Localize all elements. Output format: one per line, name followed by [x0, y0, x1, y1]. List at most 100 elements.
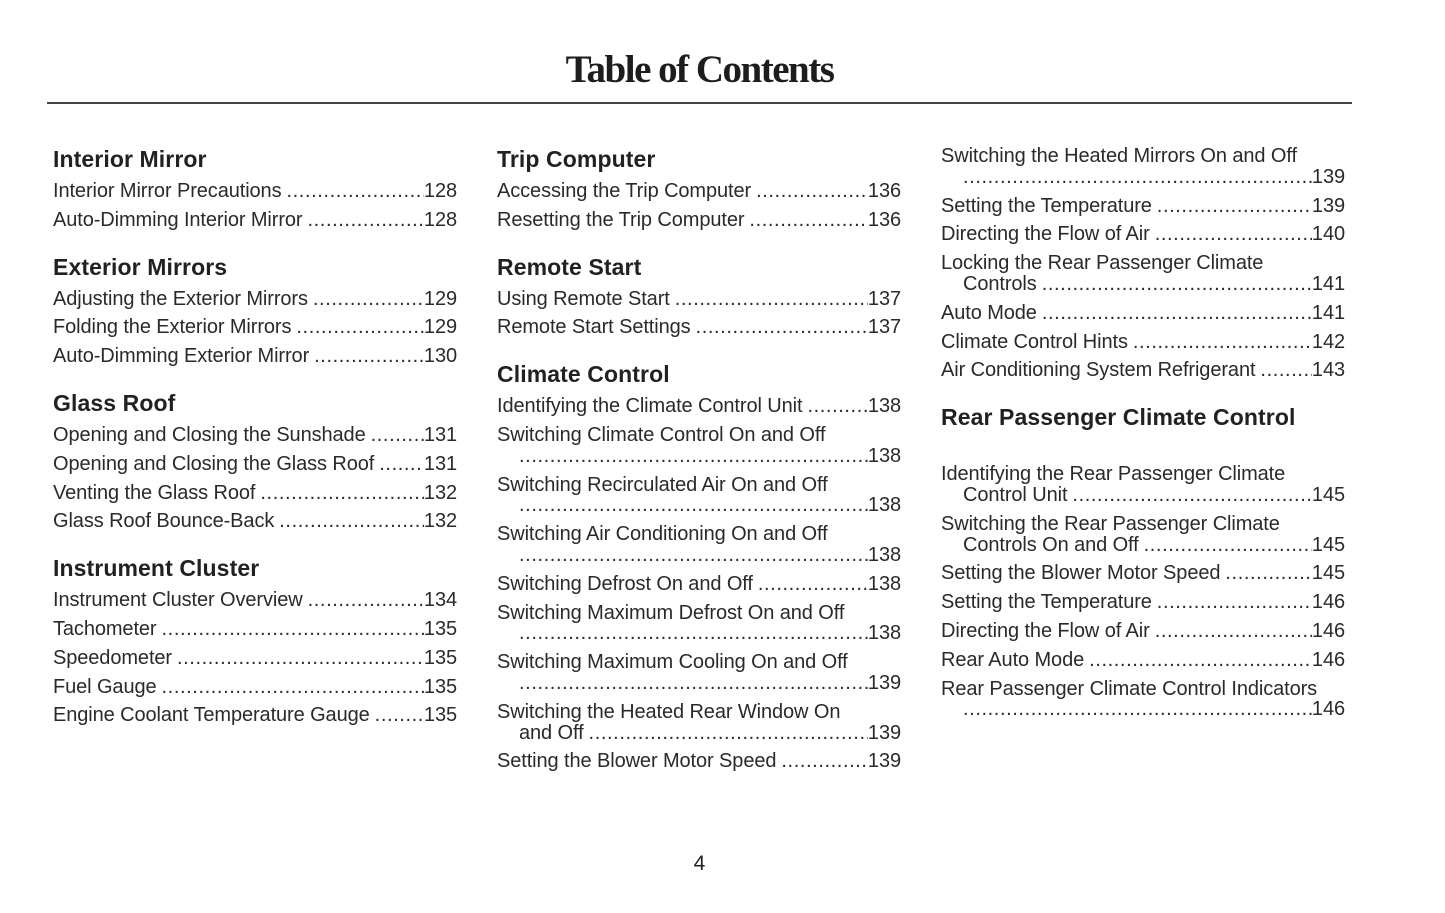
- entry-page-number: 145: [1311, 562, 1345, 585]
- entry-page-number: 135: [423, 617, 457, 640]
- entry-page-number: 135: [423, 675, 457, 698]
- entry-page-number: 134: [423, 589, 457, 612]
- leader-dots: ........................................…: [1143, 534, 1312, 556]
- entry-page-number: 136: [867, 208, 901, 231]
- leader-dots: ........................................…: [757, 573, 868, 595]
- toc-entry: Tachometer..............................…: [53, 619, 457, 640]
- entry-line: Resetting the Trip Computer.............…: [497, 208, 901, 231]
- leader-dots: ........................................…: [1072, 484, 1312, 506]
- entry-label: Climate Control Hints: [941, 330, 1128, 353]
- entry-label: Setting the Temperature: [941, 591, 1152, 614]
- toc-entry: Switching the Heated Rear Window On and O…: [497, 700, 901, 744]
- entry-label: Switching the Heated Mirrors On and Off: [941, 145, 1297, 167]
- entry-page-number: 138: [867, 444, 901, 467]
- entry-page-number: 137: [867, 287, 901, 310]
- leader-dots: ........................................…: [312, 288, 424, 310]
- entry-label: Auto-Dimming Exterior Mirror: [53, 345, 310, 368]
- leader-dots: ........................................…: [1089, 649, 1312, 671]
- toc-section: Switching the Heated Mirrors On and Off.…: [941, 146, 1345, 381]
- entry-label-tail: and Off: [519, 721, 584, 744]
- toc-entry: Setting the Blower Motor Speed..........…: [497, 751, 901, 772]
- entry-label-tail: Controls: [963, 272, 1037, 295]
- leader-dots: ........................................…: [260, 482, 424, 504]
- entry-label: Setting the Blower Motor Speed: [497, 750, 777, 773]
- toc-section: Trip Computer Accessing the Trip Computer…: [497, 146, 901, 231]
- entry-label: Resetting the Trip Computer: [497, 208, 745, 231]
- leader-dots: ........................................…: [307, 209, 424, 231]
- entry-page-number: 132: [423, 481, 457, 504]
- entry-page-number: 138: [867, 622, 901, 645]
- entry-line: Directing the Flow of Air...............…: [941, 621, 1345, 642]
- entry-label: Switching Climate Control On and Off: [497, 423, 826, 446]
- toc-entry: Climate Control Hints...................…: [941, 330, 1345, 353]
- entry-line: Glass Roof Bounce-Back..................…: [53, 511, 457, 532]
- entry-dots-line: ........................................…: [497, 444, 901, 467]
- entry-page-number: 138: [867, 543, 901, 566]
- leader-dots: ........................................…: [749, 209, 868, 231]
- entry-page-number: 143: [1311, 359, 1345, 382]
- entry-label: Switching the Heated Rear Window On: [497, 700, 841, 723]
- entry-label: Fuel Gauge: [53, 675, 157, 698]
- entry-label: Auto-Dimming Interior Mirror: [53, 208, 303, 231]
- entry-label: Venting the Glass Roof: [53, 481, 256, 504]
- toc-entry: Switching Climate Control On and Off....…: [497, 425, 901, 467]
- entry-label: Switching Air Conditioning On and Off: [497, 523, 828, 546]
- entry-label: Engine Coolant Temperature Gauge: [53, 704, 370, 727]
- toc-entry: Identifying the Rear Passenger Climate Co…: [941, 464, 1345, 506]
- leader-dots: ........................................…: [695, 317, 868, 339]
- entry-line: Auto Mode...............................…: [941, 301, 1345, 324]
- entry-label: Switching Maximum Defrost On and Off: [497, 601, 845, 624]
- entry-page-number: 139: [1311, 165, 1345, 188]
- entry-page-number: 139: [1311, 194, 1345, 217]
- toc-entry: Using Remote Start......................…: [497, 287, 901, 310]
- entry-dots-line: Controls On and Off.....................…: [941, 533, 1345, 556]
- section-heading: Instrument Cluster: [53, 555, 260, 582]
- toc-entry: Instrument Cluster Overview.............…: [53, 590, 457, 611]
- entry-label: Switching Recirculated Air On and Off: [497, 473, 828, 496]
- leader-dots: ........................................…: [1156, 195, 1312, 217]
- entry-page-number: 136: [867, 180, 901, 202]
- entry-line: Directing the Flow of Air...............…: [941, 224, 1345, 245]
- entry-page-number: 131: [423, 423, 457, 446]
- entry-line: Opening and Closing the Sunshade........…: [53, 425, 457, 446]
- toc-entry: Switching Maximum Cooling On and Off....…: [497, 652, 901, 694]
- entry-label: Accessing the Trip Computer: [497, 180, 752, 202]
- leader-dots: ........................................…: [307, 590, 424, 611]
- entry-label-tail: Control Unit: [963, 483, 1068, 506]
- entry-page-number: 142: [1311, 330, 1345, 353]
- entry-line: Accessing the Trip Computer.............…: [497, 181, 901, 202]
- toc-entry: Auto-Dimming Interior Mirror............…: [53, 208, 457, 231]
- entry-line: Tachometer..............................…: [53, 619, 457, 640]
- entry-page-number: 132: [423, 510, 457, 533]
- entry-line: Auto-Dimming Interior Mirror............…: [53, 208, 457, 231]
- entry-page-number: 141: [1311, 301, 1345, 324]
- entry-page-number: 131: [423, 452, 457, 475]
- page-title: Table of Contents: [565, 48, 835, 91]
- toc-entry: Switching the Rear Passenger Climate Cont…: [941, 513, 1345, 556]
- toc-entry: Setting the Temperature.................…: [941, 592, 1345, 613]
- toc-entry: Switching the Heated Mirrors On and Off.…: [941, 146, 1345, 188]
- toc-entry: Auto-Dimming Exterior Mirror............…: [53, 346, 457, 367]
- leader-dots: ........................................…: [519, 623, 868, 645]
- toc-entry: Switching Defrost On and Off............…: [497, 573, 901, 595]
- leader-dots: ........................................…: [519, 672, 868, 694]
- entry-page-number: 146: [1311, 619, 1345, 642]
- entry-page-number: 145: [1311, 533, 1345, 556]
- toc-entry: Engine Coolant Temperature Gauge........…: [53, 705, 457, 726]
- toc-entry: Speedometer.............................…: [53, 647, 457, 669]
- section-heading: Trip Computer: [497, 146, 656, 172]
- entry-label: Opening and Closing the Sunshade: [53, 423, 366, 446]
- toc-entry: Opening and Closing the Sunshade........…: [53, 425, 457, 446]
- entry-line: Identifying the Climate Control Unit....…: [497, 396, 901, 417]
- entry-line: Air Conditioning System Refrigerant.....…: [941, 360, 1345, 381]
- toc-entry: Resetting the Trip Computer.............…: [497, 208, 901, 231]
- entry-line: Adjusting the Exterior Mirrors..........…: [53, 288, 457, 310]
- leader-dots: ........................................…: [963, 166, 1312, 188]
- leader-dots: ........................................…: [519, 445, 868, 467]
- entry-line: Fuel Gauge..............................…: [53, 675, 457, 698]
- section-heading: Rear Passenger Climate Control: [941, 404, 1296, 431]
- entry-dots-line: ........................................…: [497, 545, 901, 566]
- entry-page-number: 138: [867, 494, 901, 517]
- toc-section: Rear Passenger Climate Control Identifyin…: [941, 404, 1345, 720]
- leader-dots: ........................................…: [1154, 620, 1312, 642]
